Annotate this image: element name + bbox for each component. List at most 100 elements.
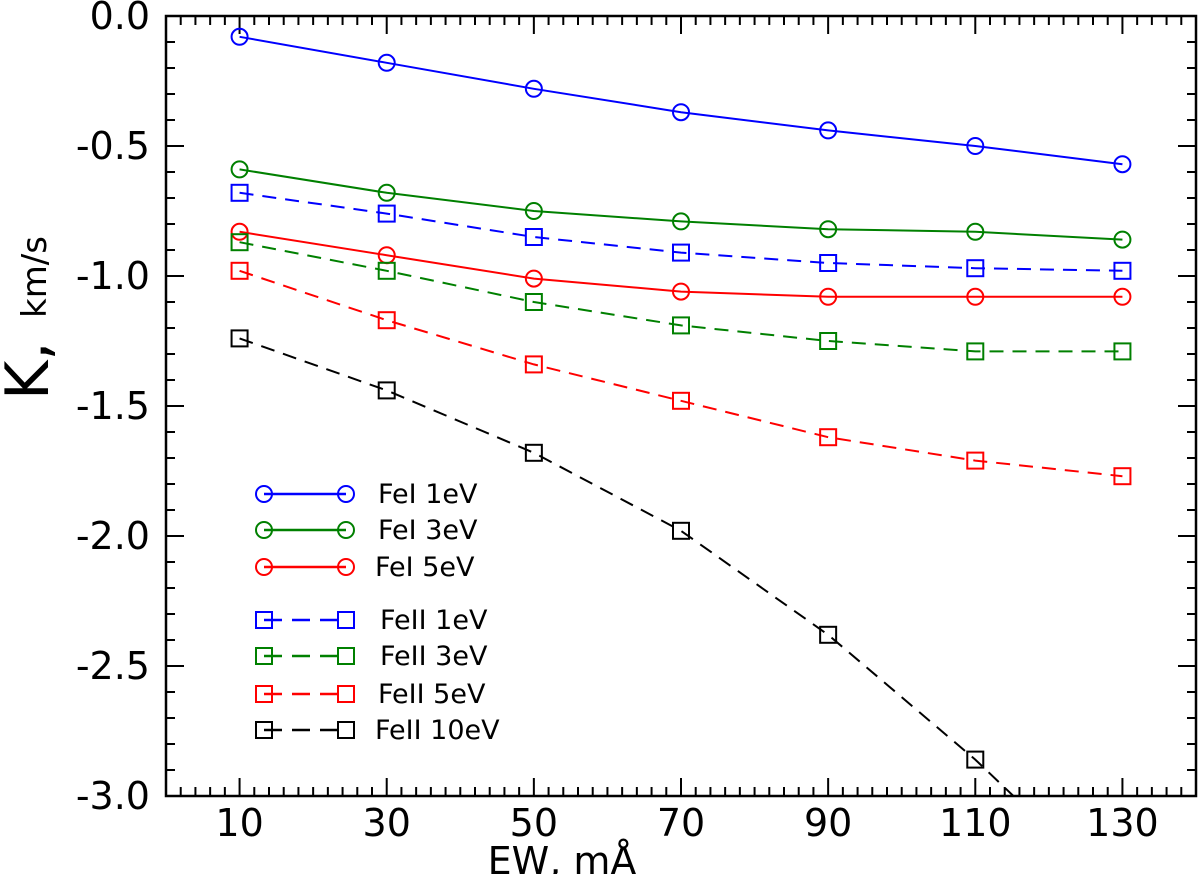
data-point [966,222,985,241]
data-point [966,451,985,470]
y-tick-label: -3.0 [76,774,150,818]
series-layer [230,27,1132,796]
legend-item: FeI 3eV [255,515,478,546]
data-point [672,521,690,540]
legend-label: FeI 3eV [378,515,478,546]
series-line [239,269,1123,478]
y-tick-label: -1.0 [76,254,150,298]
data-point [377,311,396,330]
data-point [819,220,838,239]
data-point [230,329,249,348]
data-point [1113,155,1132,174]
series-fei-1ev [230,27,1132,174]
data-point [377,53,396,72]
y-tick-label: -0.5 [76,124,150,168]
data-point [230,160,249,179]
legend-marker [337,647,355,665]
legend-marker [337,558,355,576]
legend-marker [255,485,273,503]
x-tick-label: 30 [363,801,411,845]
data-point [819,121,838,140]
legend-marker [255,611,273,629]
y-axis-label: K, [0,342,63,400]
plot-frame [164,14,1198,798]
data-point [377,204,396,223]
data-point [1113,261,1132,280]
legend-marker [337,521,355,539]
legend-marker [337,685,355,703]
data-point [377,261,396,280]
legend-marker [255,685,273,703]
data-point [966,287,985,306]
series-feii-10ev [230,329,1015,796]
legend-label: FeII 5eV [378,679,486,710]
series-line [239,191,1123,272]
data-point [819,287,838,306]
series-feii-3ev [230,233,1132,361]
legend-item: FeI 5eV [255,552,475,583]
series-fei-3ev [230,160,1132,249]
data-point [230,183,249,202]
legend: FeI 1eV FeI 3eV FeI 5eV FeII 1eV FeII 3eV FeI… [255,479,500,746]
data-point [1113,342,1132,361]
x-tick-label: 50 [510,801,558,845]
legend-label: FeII 1eV [380,605,488,636]
data-point [819,625,838,644]
data-point [524,269,543,288]
x-tick-label: 110 [939,801,1012,845]
tick-labels: 10 30 50 70 90 110 130 0.0 -0.5 -1.0 -1.5 -2.0 -2.5 -… [76,0,1159,845]
data-point [524,355,543,374]
data-point [230,261,249,280]
data-point [966,259,985,278]
x-tick-label: 10 [215,801,263,845]
x-tick-label: 70 [657,801,705,845]
legend-label: FeII 10eV [375,715,500,746]
data-point [524,79,543,98]
series-fei-5ev [230,222,1132,306]
series-line [239,168,1123,241]
y-tick-label: -2.0 [76,514,150,558]
legend-marker [337,485,355,503]
data-point [672,212,690,231]
legend-item: FeI 1eV [255,479,478,510]
data-point [1113,467,1132,486]
data-point [672,316,690,335]
legend-marker [337,611,355,629]
legend-marker [255,721,273,739]
data-point [819,332,838,350]
data-point [524,202,543,220]
legend-item: FeII 1eV [255,605,488,636]
data-point [524,228,543,246]
series-feii-1ev [230,183,1132,280]
series-feii-5ev [230,261,1132,486]
data-point [230,27,249,46]
legend-marker [255,647,273,665]
data-point [524,443,543,462]
data-point [1113,287,1132,306]
data-point [672,103,690,122]
data-point [377,381,396,400]
data-point [672,282,690,301]
legend-item: FeII 5eV [255,679,486,710]
x-tick-label: 130 [1086,801,1159,845]
data-point [966,750,985,769]
data-point [230,233,249,252]
legend-item: FeII 3eV [255,641,488,672]
x-axis-label: EW, mÅ [488,839,637,874]
data-point [230,222,249,241]
data-point [672,243,690,262]
data-point [819,428,838,447]
data-point [1113,230,1132,249]
series-line [239,230,1123,298]
legend-label: FeI 1eV [378,479,478,510]
y-tick-label: -1.5 [76,384,150,428]
axis-ticks [165,15,1197,797]
legend-item: FeII 10eV [255,715,500,746]
series-line [239,337,1015,796]
y-axis-unit-label: km/s [15,236,55,318]
data-point [819,254,838,272]
series-line [239,35,1123,166]
legend-marker [255,558,273,576]
data-point [524,293,543,311]
legend-label: FeII 3eV [380,641,488,672]
